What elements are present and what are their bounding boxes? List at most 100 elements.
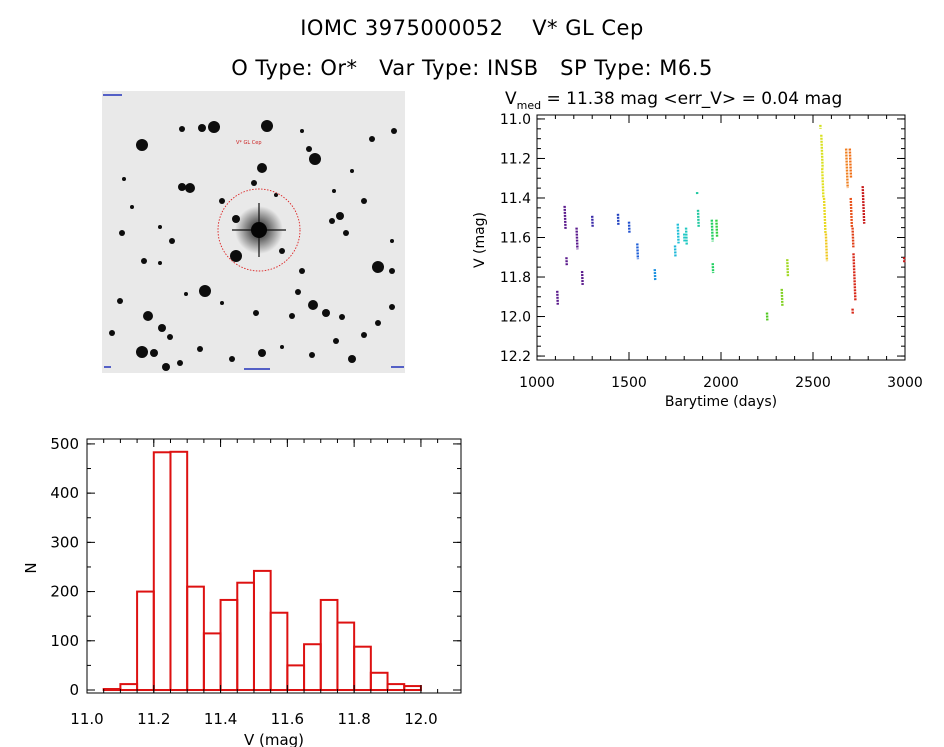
light-curve-y-tick-label: 12.0 [500,310,531,326]
star [389,304,395,310]
star [257,163,267,173]
star [178,183,186,191]
star [322,309,330,317]
light-curve-x-tick-label: 2500 [795,375,831,391]
light-curve-point-group [821,168,825,199]
light-curve-point-group [676,223,680,244]
light-curve-y-label: V (mag) [472,212,488,268]
star [339,314,345,320]
chart-title-line2: O Type: Or* Var Type: INSB SP Type: M6.5 [231,56,713,80]
star [306,146,312,152]
star [150,349,158,357]
light-curve-point-group [824,233,829,262]
star [391,128,397,134]
light-curve-x-label: Barytime (days) [665,394,777,410]
star [333,338,339,344]
star [158,225,162,229]
star [199,285,211,297]
star [158,261,162,265]
light-curve-point-group [575,227,579,250]
chart-title-line1: IOMC 3975000052 V* GL Cep [300,16,644,40]
light-curve-y-tick-label: 11.2 [500,151,531,167]
star [219,198,225,204]
target-marker-circle [217,188,301,272]
light-curve-point-group [556,290,559,305]
finder-chart-image: V* GL Cep [102,91,405,373]
finder-stars [109,120,397,371]
star [109,330,115,336]
star [117,298,123,304]
star [167,334,173,340]
light-curve-point-group [851,227,855,248]
light-curve-x-tick-label: 1500 [611,375,647,391]
star [258,349,266,357]
light-curve-point-group [684,227,688,246]
light-curve-y-tick-label: 11.8 [500,270,531,286]
star [300,129,304,133]
star [332,189,336,193]
light-curve-y-tick-label: 11.4 [500,191,531,207]
light-curve-y-tick-label: 11.6 [500,231,531,247]
star [198,124,206,132]
light-curve-point-group [852,253,857,301]
star [295,289,301,295]
star [361,332,367,338]
star [369,136,375,142]
star [122,177,126,181]
star [309,153,321,165]
star [309,352,315,358]
light-curve-point-group [636,243,640,260]
star [136,346,148,358]
star [229,356,235,362]
star [279,248,285,254]
star [208,121,220,133]
light-curve-point-group [861,186,866,224]
light-curve-point-group [563,205,567,230]
star [389,268,395,274]
star [136,139,148,151]
star [350,169,354,173]
star [289,313,295,319]
star [308,300,318,310]
star [261,120,273,132]
star [253,310,259,316]
star [184,292,188,296]
star [343,230,349,236]
star [230,250,242,262]
star [119,230,125,236]
star [169,238,175,244]
star [141,258,147,264]
star [185,183,195,193]
light-curve-point-group [820,134,824,169]
star [361,198,367,204]
light-curve-x-tick-label: 1000 [519,375,555,391]
star [177,360,183,366]
star [158,324,166,332]
star [179,126,185,132]
star [274,193,278,197]
light-curve-point-group [710,219,714,242]
star [375,320,381,326]
light-curve-x-tick-label: 2000 [703,375,739,391]
light-curve-title: Vmed = 11.38 mag <err_V> = 0.04 mag [505,89,842,112]
star [280,345,284,349]
light-curve-point-group [696,209,700,228]
star [197,346,203,352]
light-curve-point-group [780,288,784,307]
star [130,205,134,209]
light-curve-point-group [844,148,849,189]
star [329,218,335,224]
light-curve-y-tick-label: 11.0 [500,112,531,128]
light-curve-y-tick-label: 12.2 [500,349,531,365]
light-curve-point-group [848,148,853,179]
light-curve-point-group [849,197,854,228]
light-curve-point-group [786,259,790,278]
star [390,239,394,243]
star [143,311,153,321]
light-curve-point-group [715,219,719,238]
star [220,301,224,305]
light-curve-point-group [822,197,827,234]
star [348,355,356,363]
star [336,212,344,220]
